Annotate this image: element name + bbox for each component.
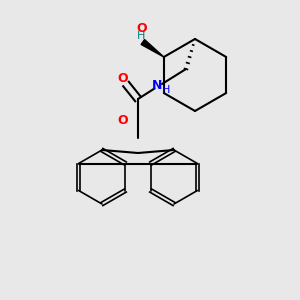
Text: O: O	[136, 22, 147, 35]
Text: N: N	[152, 79, 163, 92]
Text: H: H	[137, 31, 146, 41]
Text: H: H	[162, 85, 171, 95]
Polygon shape	[141, 40, 164, 57]
Text: O: O	[117, 113, 128, 127]
Text: O: O	[118, 71, 128, 85]
